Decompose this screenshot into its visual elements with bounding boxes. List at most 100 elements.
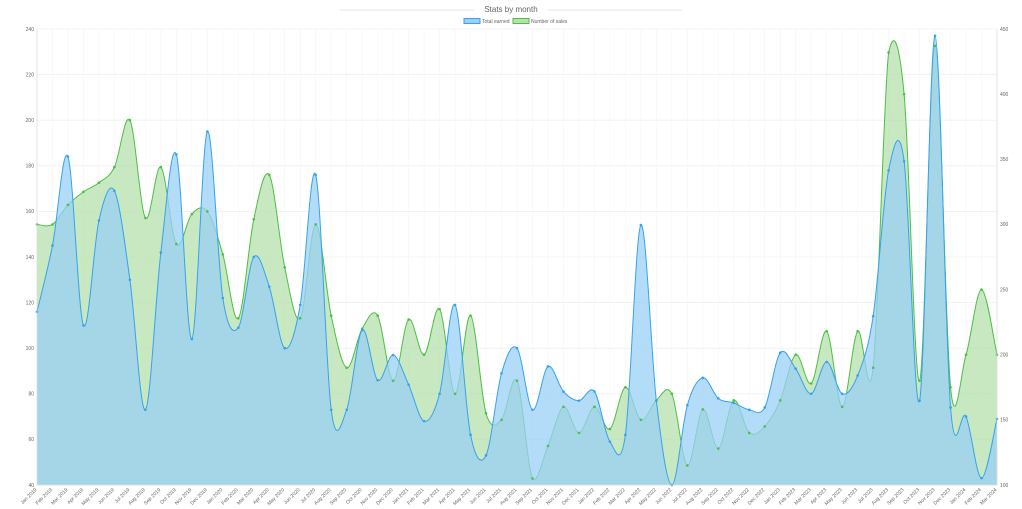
point-total-earned[interactable] [763, 406, 767, 409]
point-number-of-sales[interactable] [701, 408, 705, 411]
point-total-earned[interactable] [51, 244, 54, 247]
point-total-earned[interactable] [871, 314, 875, 318]
point-number-of-sales[interactable] [686, 464, 689, 467]
point-number-of-sales[interactable] [376, 314, 379, 317]
point-total-earned[interactable] [422, 419, 426, 423]
point-number-of-sales[interactable] [871, 366, 875, 370]
point-number-of-sales[interactable] [206, 210, 209, 213]
point-total-earned[interactable] [329, 408, 333, 412]
point-total-earned[interactable] [624, 433, 627, 437]
point-number-of-sales[interactable] [144, 216, 147, 220]
point-number-of-sales[interactable] [747, 431, 751, 435]
point-total-earned[interactable] [314, 173, 318, 177]
point-total-earned[interactable] [267, 285, 271, 288]
point-total-earned[interactable] [778, 351, 782, 355]
point-number-of-sales[interactable] [252, 217, 256, 221]
point-number-of-sales[interactable] [778, 399, 782, 402]
point-number-of-sales[interactable] [531, 477, 534, 480]
point-number-of-sales[interactable] [670, 392, 674, 396]
point-number-of-sales[interactable] [639, 418, 643, 422]
point-total-earned[interactable] [887, 169, 890, 172]
point-total-earned[interactable] [608, 440, 612, 443]
point-number-of-sales[interactable] [608, 427, 612, 431]
point-number-of-sales[interactable] [624, 385, 627, 389]
point-total-earned[interactable] [747, 408, 751, 412]
point-total-earned[interactable] [283, 346, 287, 350]
point-total-earned[interactable] [825, 360, 828, 364]
point-number-of-sales[interactable] [732, 399, 736, 402]
point-number-of-sales[interactable] [298, 316, 302, 320]
point-number-of-sales[interactable] [221, 253, 225, 256]
point-total-earned[interactable] [66, 155, 70, 158]
point-total-earned[interactable] [515, 346, 519, 350]
point-number-of-sales[interactable] [484, 412, 488, 415]
point-total-earned[interactable] [840, 392, 844, 396]
point-total-earned[interactable] [980, 476, 983, 480]
point-number-of-sales[interactable] [159, 165, 163, 169]
point-total-earned[interactable] [298, 303, 302, 307]
point-total-earned[interactable] [391, 353, 395, 357]
point-total-earned[interactable] [469, 433, 472, 437]
point-total-earned[interactable] [562, 390, 565, 393]
point-number-of-sales[interactable] [283, 266, 287, 269]
point-number-of-sales[interactable] [902, 92, 906, 96]
point-number-of-sales[interactable] [469, 314, 472, 317]
point-number-of-sales[interactable] [546, 444, 550, 448]
point-total-earned[interactable] [856, 374, 859, 377]
point-number-of-sales[interactable] [593, 405, 596, 409]
point-number-of-sales[interactable] [794, 353, 798, 357]
legend-item-total-earned[interactable]: Total earned [463, 18, 510, 26]
point-total-earned[interactable] [794, 367, 798, 371]
point-number-of-sales[interactable] [515, 379, 519, 383]
point-number-of-sales[interactable] [422, 353, 426, 357]
point-number-of-sales[interactable] [809, 382, 813, 385]
point-number-of-sales[interactable] [716, 447, 720, 450]
point-number-of-sales[interactable] [438, 307, 441, 311]
point-total-earned[interactable] [252, 255, 256, 259]
point-total-earned[interactable] [593, 390, 596, 393]
point-number-of-sales[interactable] [345, 366, 348, 370]
point-total-earned[interactable] [128, 278, 132, 282]
point-total-earned[interactable] [484, 454, 488, 457]
point-number-of-sales[interactable] [949, 385, 952, 389]
point-total-earned[interactable] [655, 399, 658, 402]
point-total-earned[interactable] [949, 406, 952, 409]
point-total-earned[interactable] [933, 34, 937, 38]
point-total-earned[interactable] [918, 399, 921, 402]
point-total-earned[interactable] [577, 399, 581, 402]
point-number-of-sales[interactable] [918, 379, 921, 383]
point-number-of-sales[interactable] [825, 329, 828, 333]
point-number-of-sales[interactable] [267, 173, 271, 177]
point-number-of-sales[interactable] [763, 425, 767, 428]
point-number-of-sales[interactable] [500, 418, 503, 422]
point-number-of-sales[interactable] [887, 51, 890, 54]
point-number-of-sales[interactable] [562, 405, 565, 409]
point-number-of-sales[interactable] [66, 203, 70, 207]
point-total-earned[interactable] [221, 296, 225, 300]
point-total-earned[interactable] [190, 337, 194, 341]
point-total-earned[interactable] [701, 376, 705, 380]
point-total-earned[interactable] [809, 392, 813, 396]
point-total-earned[interactable] [206, 130, 209, 133]
point-number-of-sales[interactable] [856, 329, 859, 333]
point-total-earned[interactable] [531, 408, 534, 412]
point-number-of-sales[interactable] [236, 316, 240, 320]
point-number-of-sales[interactable] [128, 118, 132, 122]
point-total-earned[interactable] [546, 365, 550, 368]
point-number-of-sales[interactable] [391, 379, 395, 383]
point-total-earned[interactable] [144, 408, 147, 412]
point-total-earned[interactable] [438, 392, 441, 396]
point-total-earned[interactable] [113, 189, 116, 193]
point-total-earned[interactable] [453, 303, 457, 307]
point-number-of-sales[interactable] [175, 242, 178, 246]
point-total-earned[interactable] [97, 219, 101, 222]
point-number-of-sales[interactable] [51, 223, 54, 226]
point-number-of-sales[interactable] [97, 181, 101, 185]
point-number-of-sales[interactable] [453, 392, 457, 396]
point-total-earned[interactable] [902, 159, 906, 163]
point-number-of-sales[interactable] [933, 44, 937, 48]
point-total-earned[interactable] [716, 397, 720, 400]
point-number-of-sales[interactable] [840, 405, 844, 409]
point-total-earned[interactable] [407, 383, 410, 386]
point-total-earned[interactable] [236, 326, 240, 329]
